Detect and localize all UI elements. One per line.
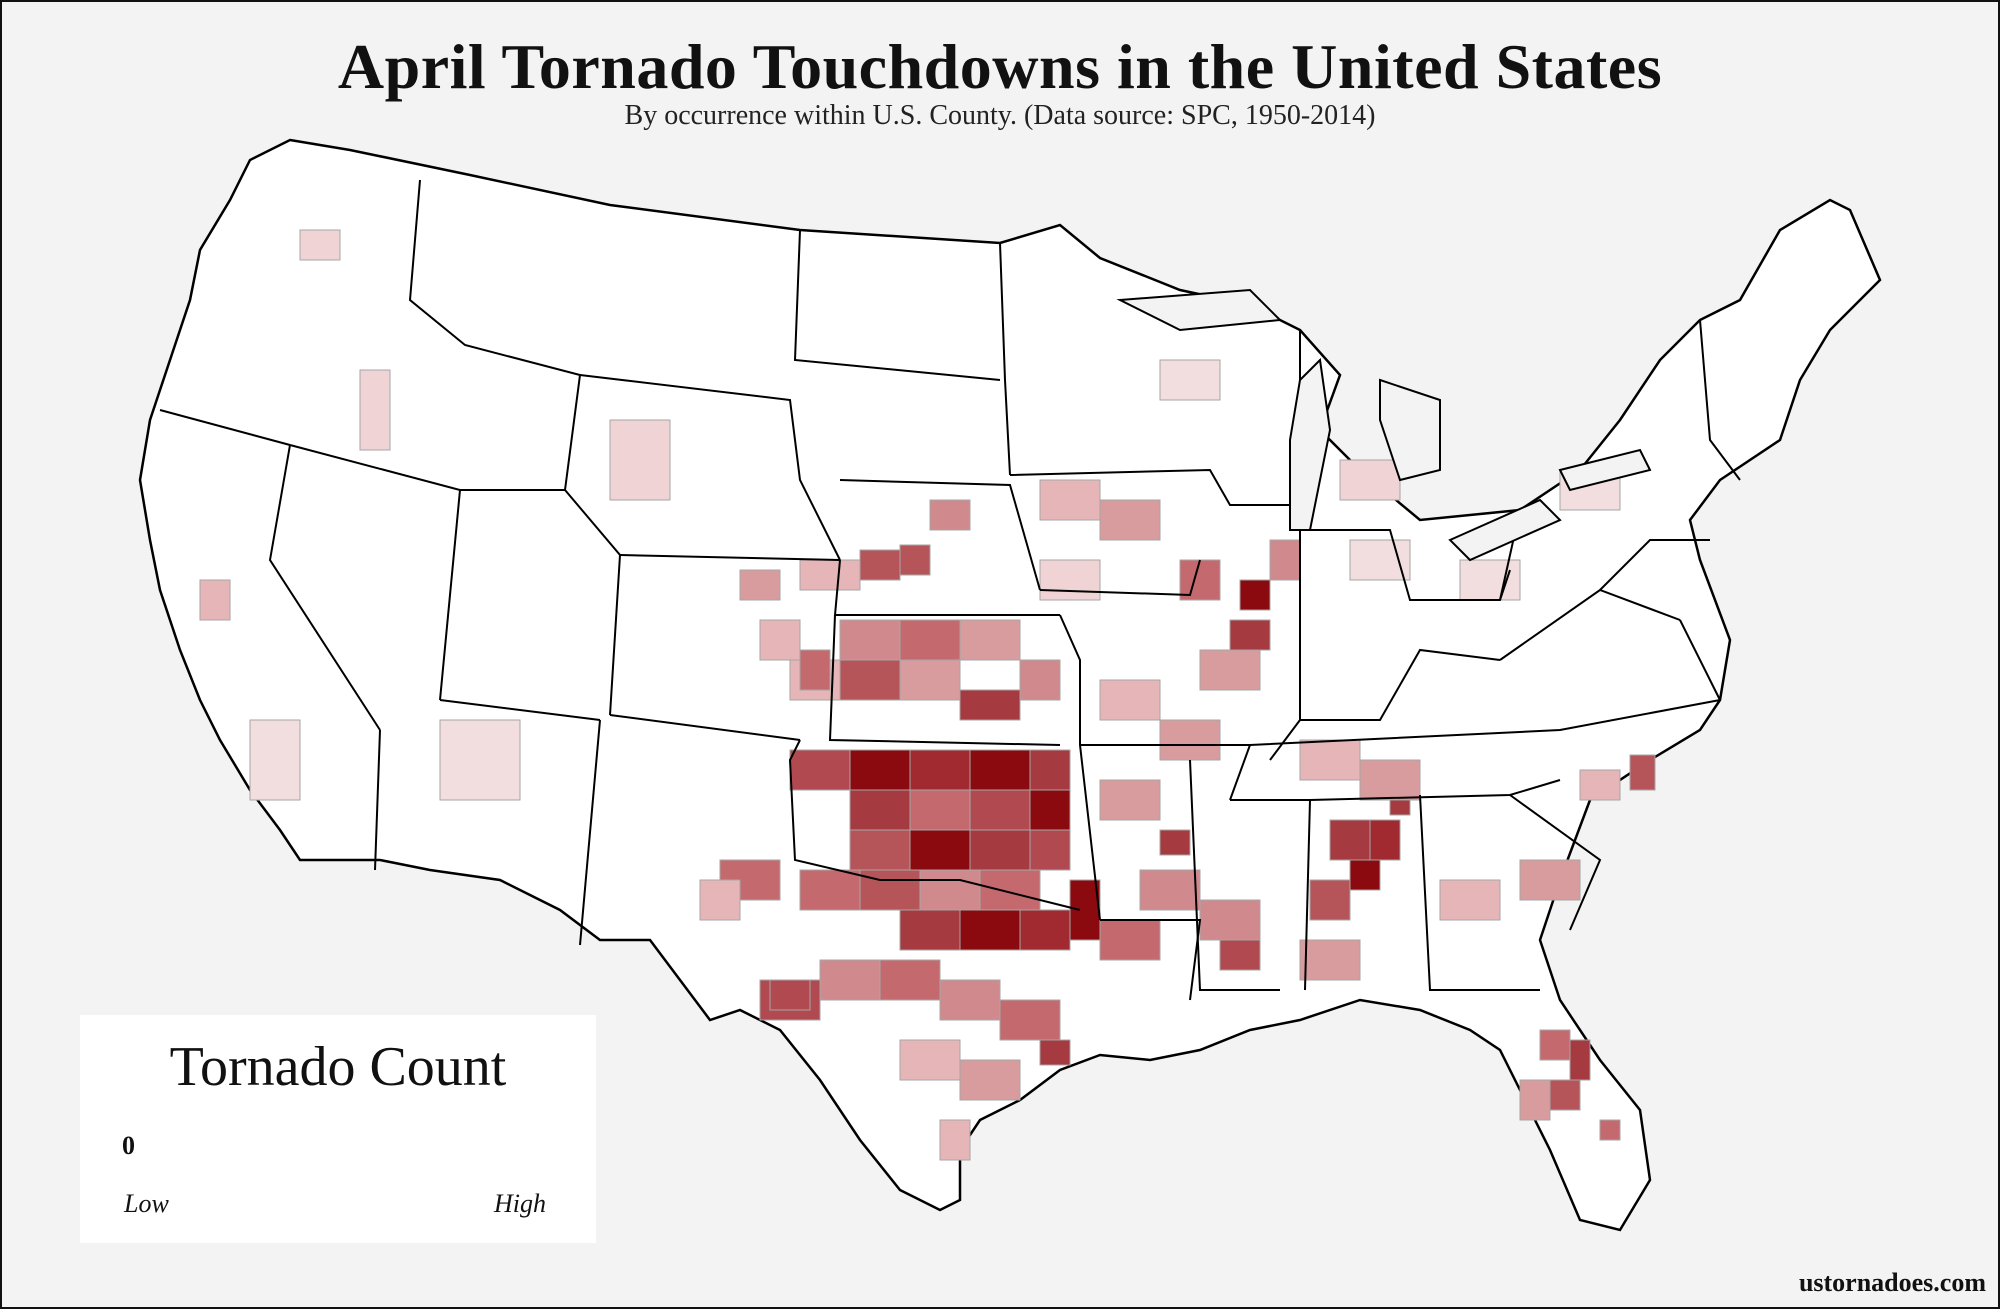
county-shading xyxy=(199,229,1656,1161)
state-borders xyxy=(159,179,1741,1001)
map-title: April Tornado Touchdowns in the United S… xyxy=(337,31,1663,102)
legend-box: Tornado Count 0 33 Low High xyxy=(80,1015,596,1243)
map-subtitle: By occurrence within U.S. County. (Data … xyxy=(624,100,1376,131)
legend-title: Tornado Count xyxy=(169,1036,507,1098)
source-credit: ustornadoes.com xyxy=(1798,1268,1986,1297)
legend-max-value: 33 xyxy=(516,1131,542,1160)
legend-high-label: High xyxy=(494,1189,546,1218)
legend-min-value: 0 xyxy=(122,1131,135,1160)
great-lakes xyxy=(1116,288,1652,562)
legend-low-label: Low xyxy=(124,1189,169,1218)
